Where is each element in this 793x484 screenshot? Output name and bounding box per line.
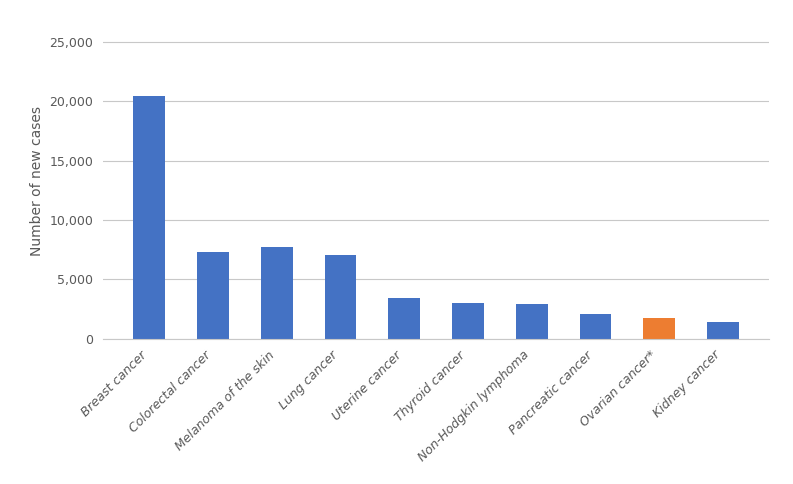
Bar: [261, 247, 293, 339]
Bar: [707, 321, 739, 339]
Bar: [643, 318, 675, 339]
Bar: [324, 255, 357, 339]
Y-axis label: Number of new cases: Number of new cases: [30, 106, 44, 257]
Bar: [133, 96, 165, 339]
Bar: [452, 303, 484, 339]
Bar: [197, 252, 229, 339]
Bar: [580, 314, 611, 339]
Bar: [389, 298, 420, 339]
Bar: [515, 304, 548, 339]
